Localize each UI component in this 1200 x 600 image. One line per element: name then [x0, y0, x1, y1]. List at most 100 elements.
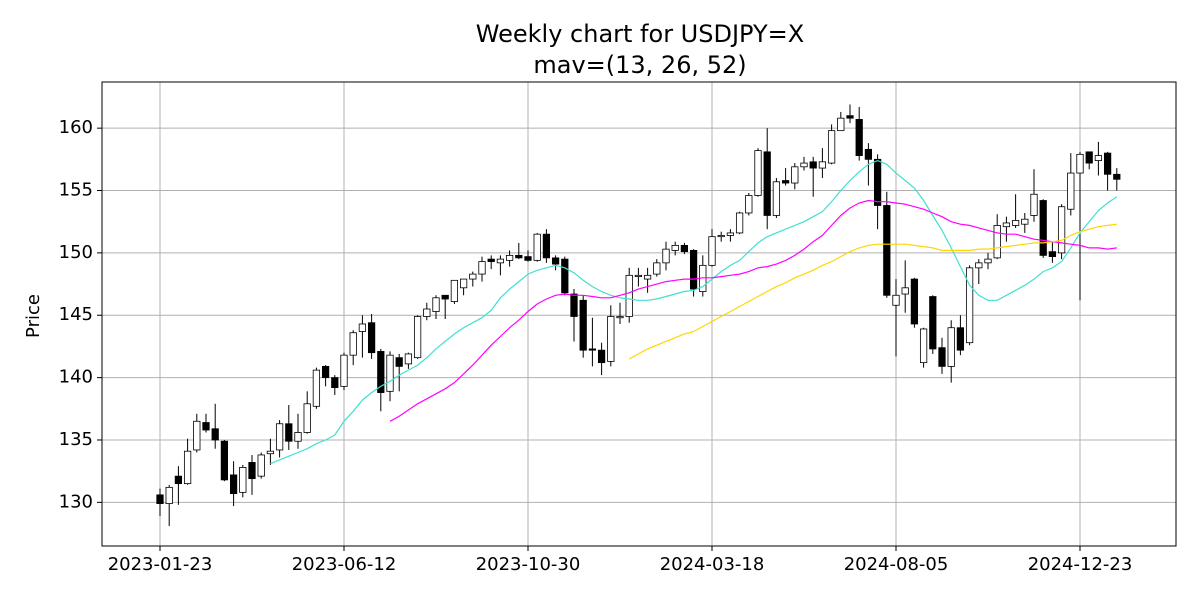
- candle-body: [570, 293, 578, 317]
- candle-body: [965, 267, 974, 344]
- candle-body: [367, 322, 376, 354]
- candle-body: [303, 403, 311, 433]
- candle-body: [754, 150, 762, 196]
- candle-body: [349, 332, 357, 356]
- candle-body: [358, 323, 367, 332]
- candle-body: [809, 161, 817, 169]
- candle-body: [257, 454, 265, 477]
- candle-body: [340, 354, 348, 387]
- candle-body: [1103, 152, 1112, 175]
- candle-body: [800, 162, 808, 168]
- candle-body: [837, 117, 845, 132]
- candle-body: [239, 467, 247, 493]
- y-tick-label: 145: [59, 304, 93, 325]
- y-tick-label: 135: [59, 429, 93, 450]
- candle-body: [312, 369, 321, 407]
- x-tick-label: 2023-01-23: [108, 554, 213, 575]
- candle-body: [579, 299, 587, 351]
- y-tick-label: 160: [59, 117, 93, 138]
- candle-body: [248, 462, 256, 480]
- candle-body: [616, 316, 624, 319]
- candle-body: [680, 244, 689, 253]
- candle-body: [1094, 155, 1103, 161]
- y-tick-label: 155: [59, 180, 93, 201]
- y-tick-label: 130: [59, 491, 93, 512]
- candle-body: [588, 348, 597, 351]
- candle-body: [781, 180, 790, 184]
- candle-body: [469, 273, 477, 280]
- candle-body: [561, 258, 569, 294]
- candle-body: [174, 475, 183, 485]
- candle-body: [662, 248, 670, 264]
- candle-body: [938, 347, 946, 367]
- candle-body: [873, 158, 882, 206]
- candle-body: [717, 235, 725, 238]
- candle-body: [671, 244, 679, 251]
- candle-body: [975, 262, 983, 269]
- candle-body: [533, 233, 541, 261]
- candle-body: [1085, 151, 1093, 164]
- candle-body: [386, 354, 394, 392]
- candle-body: [1067, 172, 1075, 210]
- candle-body: [947, 327, 955, 367]
- candle-body: [864, 148, 873, 160]
- plot-frame: [101, 81, 1177, 547]
- candle-body: [211, 428, 219, 441]
- candle-body: [524, 256, 532, 261]
- candle-body: [1039, 200, 1047, 256]
- chart-subtitle: mav=(13, 26, 52): [533, 51, 746, 79]
- x-tick-label: 2024-08-05: [844, 554, 949, 575]
- plot-area: [156, 104, 1121, 527]
- candle-body: [1002, 222, 1011, 228]
- candle-body: [993, 225, 1001, 259]
- candle-body: [515, 254, 523, 259]
- candle-body: [193, 420, 201, 451]
- candle-body: [432, 297, 440, 312]
- candle-body: [404, 353, 413, 365]
- candle-body: [441, 294, 449, 300]
- candle-body: [551, 257, 560, 265]
- candle-body: [1011, 220, 1020, 226]
- candle-body: [901, 287, 909, 295]
- candle-body: [708, 236, 716, 266]
- candle-body: [763, 151, 771, 216]
- candle-body: [156, 494, 164, 504]
- candle-body: [726, 232, 735, 236]
- chart-title: Weekly chart for USDJPY=X: [476, 20, 804, 48]
- candle-body: [165, 486, 173, 504]
- moving-average-line: [389, 199, 1117, 422]
- candle-body: [331, 377, 339, 388]
- candle-body: [689, 249, 698, 290]
- candle-body: [1021, 218, 1029, 225]
- y-tick-label: 150: [59, 242, 93, 263]
- candle-body: [505, 254, 514, 261]
- candle-body: [634, 274, 643, 277]
- candle-body: [984, 258, 992, 264]
- candle-body: [377, 351, 385, 393]
- candle-body: [294, 432, 302, 442]
- candle-body: [183, 450, 192, 485]
- candle-body: [818, 161, 827, 169]
- candle-body: [643, 274, 652, 280]
- candle-body: [772, 181, 781, 216]
- x-tick-label: 2024-12-23: [1028, 554, 1133, 575]
- x-tick-label: 2023-06-12: [292, 554, 397, 575]
- candle-body: [956, 327, 965, 351]
- candle-body: [791, 166, 799, 184]
- candle-body: [910, 278, 919, 325]
- y-tick-label: 140: [59, 367, 93, 388]
- candle-body: [653, 262, 661, 275]
- candle-body: [450, 279, 459, 302]
- candle-body: [459, 278, 468, 289]
- candle-body: [919, 328, 928, 364]
- candle-body: [487, 258, 495, 263]
- candle-body: [929, 296, 937, 350]
- candle-body: [395, 357, 403, 367]
- candle-body: [855, 119, 863, 156]
- x-tick-label: 2024-03-18: [660, 554, 765, 575]
- candle-body: [478, 261, 486, 275]
- candle-body: [735, 212, 744, 234]
- candle-body: [827, 130, 836, 164]
- candle-body: [597, 349, 606, 364]
